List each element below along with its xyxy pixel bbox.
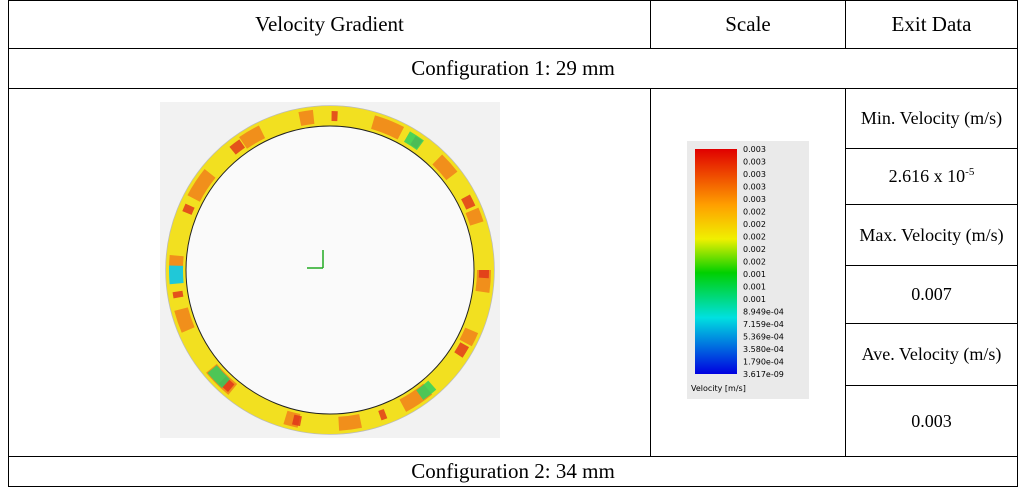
scale-label: 0.002 [743, 245, 766, 254]
scale-label: 0.003 [743, 157, 766, 166]
scale-label: 3.580e-04 [743, 345, 784, 354]
gradient-cell [9, 89, 651, 457]
scale-label: 0.002 [743, 207, 766, 216]
header-cell: Velocity Gradient [9, 1, 651, 49]
scale-label: 3.617e-09 [743, 370, 784, 379]
scale-label: 0.003 [743, 195, 766, 204]
scale-label: 8.949e-04 [743, 307, 784, 316]
scale-label: 5.369e-04 [743, 332, 784, 341]
velocity-ring [160, 102, 500, 438]
scale-label: 0.003 [743, 182, 766, 191]
page: Velocity Gradient Scale Exit Data Config… [0, 0, 1022, 481]
config-title: Configuration 1: 29 mm [9, 49, 1018, 89]
scale-label: 0.002 [743, 257, 766, 266]
scale-label: 1.790e-04 [743, 357, 784, 366]
max-label: Max. Velocity (m/s) [846, 205, 1018, 266]
scale-caption: Velocity [m/s] [691, 384, 746, 393]
header-cell: Exit Data [846, 1, 1018, 49]
scale-label: 7.159e-04 [743, 320, 784, 329]
config-title: Configuration 2: 34 mm [9, 457, 1018, 487]
scale-label: 0.001 [743, 282, 766, 291]
min-exponent: -5 [965, 166, 974, 178]
scale-label: 0.002 [743, 220, 766, 229]
data-table: Velocity Gradient Scale Exit Data Config… [8, 0, 1018, 487]
scale-label: 0.001 [743, 295, 766, 304]
min-value: 2.616 x 10-5 [846, 149, 1018, 205]
header-cell: Scale [651, 1, 846, 49]
color-scale: Velocity [m/s] 0.003 0.003 0.003 0.003 0.003… [687, 141, 809, 399]
scale-label: 0.002 [743, 232, 766, 241]
min-value-text: 2.616 x 10 [889, 166, 966, 186]
scale-cell: Velocity [m/s] 0.003 0.003 0.003 0.003 0.003… [651, 89, 846, 457]
max-value: 0.007 [846, 266, 1018, 324]
ave-label: Ave. Velocity (m/s) [846, 324, 1018, 386]
scale-label: 0.001 [743, 270, 766, 279]
ave-value: 0.003 [846, 386, 1018, 457]
scale-label: 0.003 [743, 170, 766, 179]
min-label: Min. Velocity (m/s) [846, 89, 1018, 149]
scale-label: 0.003 [743, 145, 766, 154]
